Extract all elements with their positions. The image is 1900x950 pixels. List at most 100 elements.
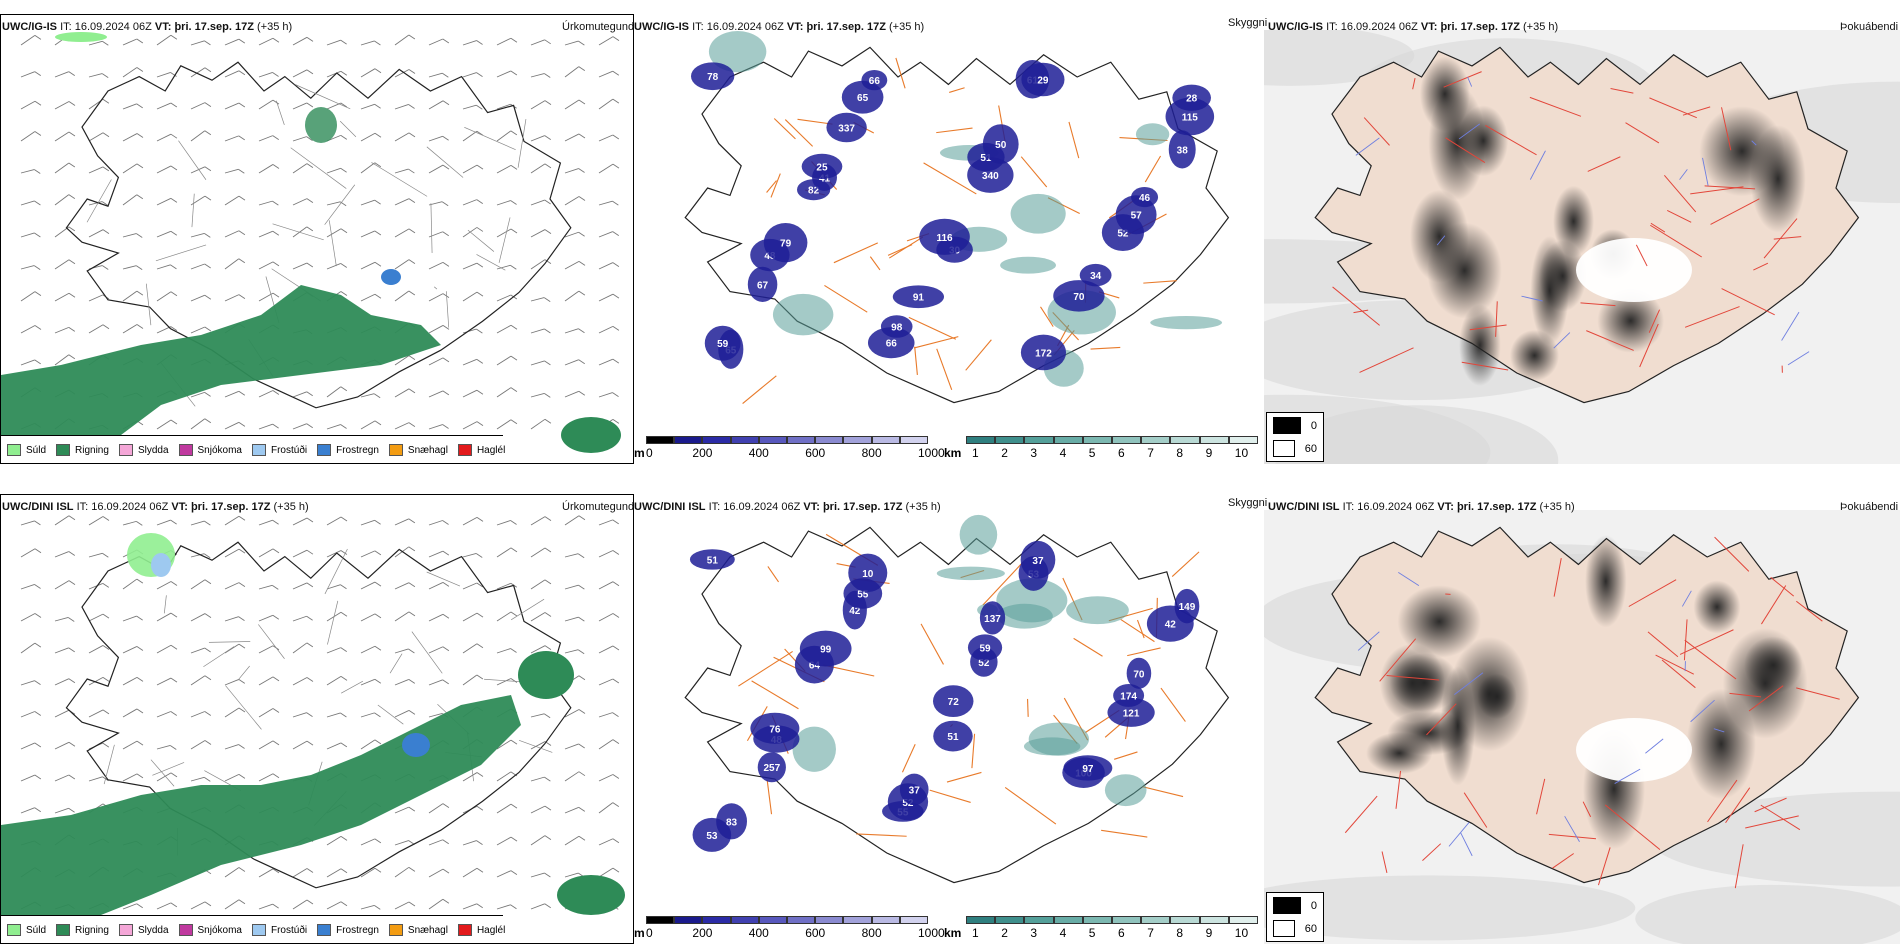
low-ceiling-area [704,325,741,361]
road-line [1587,156,1621,172]
wind-barb-flag [544,872,551,878]
wind-barb [598,325,614,334]
wind-barb [326,424,341,430]
wind-barb [122,133,138,142]
wind-barb [496,355,512,366]
wind-barb-flag [238,168,245,174]
wind-barb-flag [204,740,212,745]
road-line [1704,185,1756,190]
river-line [1787,351,1810,366]
wind-barb [122,194,138,206]
rain-cell [518,651,574,699]
wind-barb-flag [544,903,551,909]
colorbar-segment [787,916,816,924]
wind-barb-flag [408,648,415,654]
vt-label: VT: [803,501,820,513]
wind-barb [530,328,545,334]
wind-barb-flag [272,584,279,590]
wind-barb [258,37,274,46]
wind-barb-flag [340,901,348,907]
wind-barb [360,519,375,526]
road-line [1650,222,1666,233]
wind-barb [394,388,410,398]
wind-barb-flag [544,516,552,521]
wind-barb-flag [136,290,144,296]
colorbar-segment [674,916,703,924]
wind-barb-flag [238,390,246,396]
wind-barb-flag [238,515,246,521]
wind-barb-flag [578,743,585,749]
fog-index-cell [1585,534,1627,628]
wind-barb [292,549,308,558]
wind-barb-flag [238,230,246,236]
road-line [751,680,799,710]
ceiling-value-label: 340 [982,171,999,182]
legend-label: Frostúði [270,444,308,456]
wind-barb [326,516,342,526]
wind-barb [292,517,308,526]
wind-barb-flag [374,581,382,587]
ceiling-value-label: 137 [984,614,1001,625]
cloud-right-title-bottom: Skyggni [1228,497,1268,509]
low-ceiling-area [826,112,867,143]
wind-barb [224,135,239,142]
wind-barb [530,645,546,654]
colorbar-tick: 6 [1118,446,1125,460]
fog-legend-label: 0 [1310,899,1317,912]
wind-barb-flag [442,803,450,808]
wind-barb-flag [408,388,416,394]
wind-barb [530,903,545,910]
sea-fog-band [1275,405,1559,464]
low-ceiling-area [967,634,1003,661]
colorbar-segment [815,436,844,444]
wind-barb-flag [102,583,110,588]
fog-index-cell [1397,585,1482,658]
wind-barb [292,36,308,46]
road-line [476,254,506,271]
wind-barb [530,259,546,270]
wind-barb [88,166,104,174]
model-name: UWC/DINI ISL [2,501,74,513]
wind-barb-flag [272,164,280,169]
wind-barb [190,294,206,302]
wind-barb-flag [238,70,246,76]
wind-barb-flag [272,72,279,77]
wind-barb-flag [68,617,75,622]
wind-barb-flag [544,835,552,840]
wind-barb-flag [170,711,178,716]
wind-barb [258,903,273,910]
freezing-rain-cell [381,269,401,285]
wind-barb-flag [102,516,110,521]
wind-barb-flag [340,611,348,617]
wind-barb [598,550,614,558]
wind-barb-flag [238,707,246,713]
wind-barb [326,835,342,846]
wind-barb-flag [612,581,620,587]
fog-legend-bottom: 0 60 [1266,892,1324,942]
road-line [1721,107,1732,151]
ceiling-colorbar-bottom: m 0 200 400 600 800 1000 [634,916,945,942]
wind-barb-flag [578,168,585,173]
wind-barb [564,196,580,206]
colorbar-tick: 1000 [918,446,945,460]
wind-barb-flag [340,291,348,296]
wind-barb [88,583,103,590]
wind-barb-flag [34,325,42,330]
wind-barb [564,168,579,174]
wind-barb [564,133,580,142]
wind-barb-flag [306,69,314,75]
road-line [1127,647,1161,657]
legend-item: Rigning [56,924,109,936]
colorbar-segment [1141,436,1171,444]
colorbar-segment [1053,916,1083,924]
wind-barb-flag [510,70,518,76]
wind-barb [258,390,274,398]
colorbar-tick: 2 [1001,926,1008,940]
wind-barb [54,162,70,174]
road-line [1020,156,1048,188]
legend-label: Snæhagl [407,444,448,456]
wind-barb [326,584,341,590]
wind-barb-flag [68,259,76,265]
ceiling-value-label: 10 [862,569,874,580]
ceiling-value-label: 70 [1133,669,1145,680]
